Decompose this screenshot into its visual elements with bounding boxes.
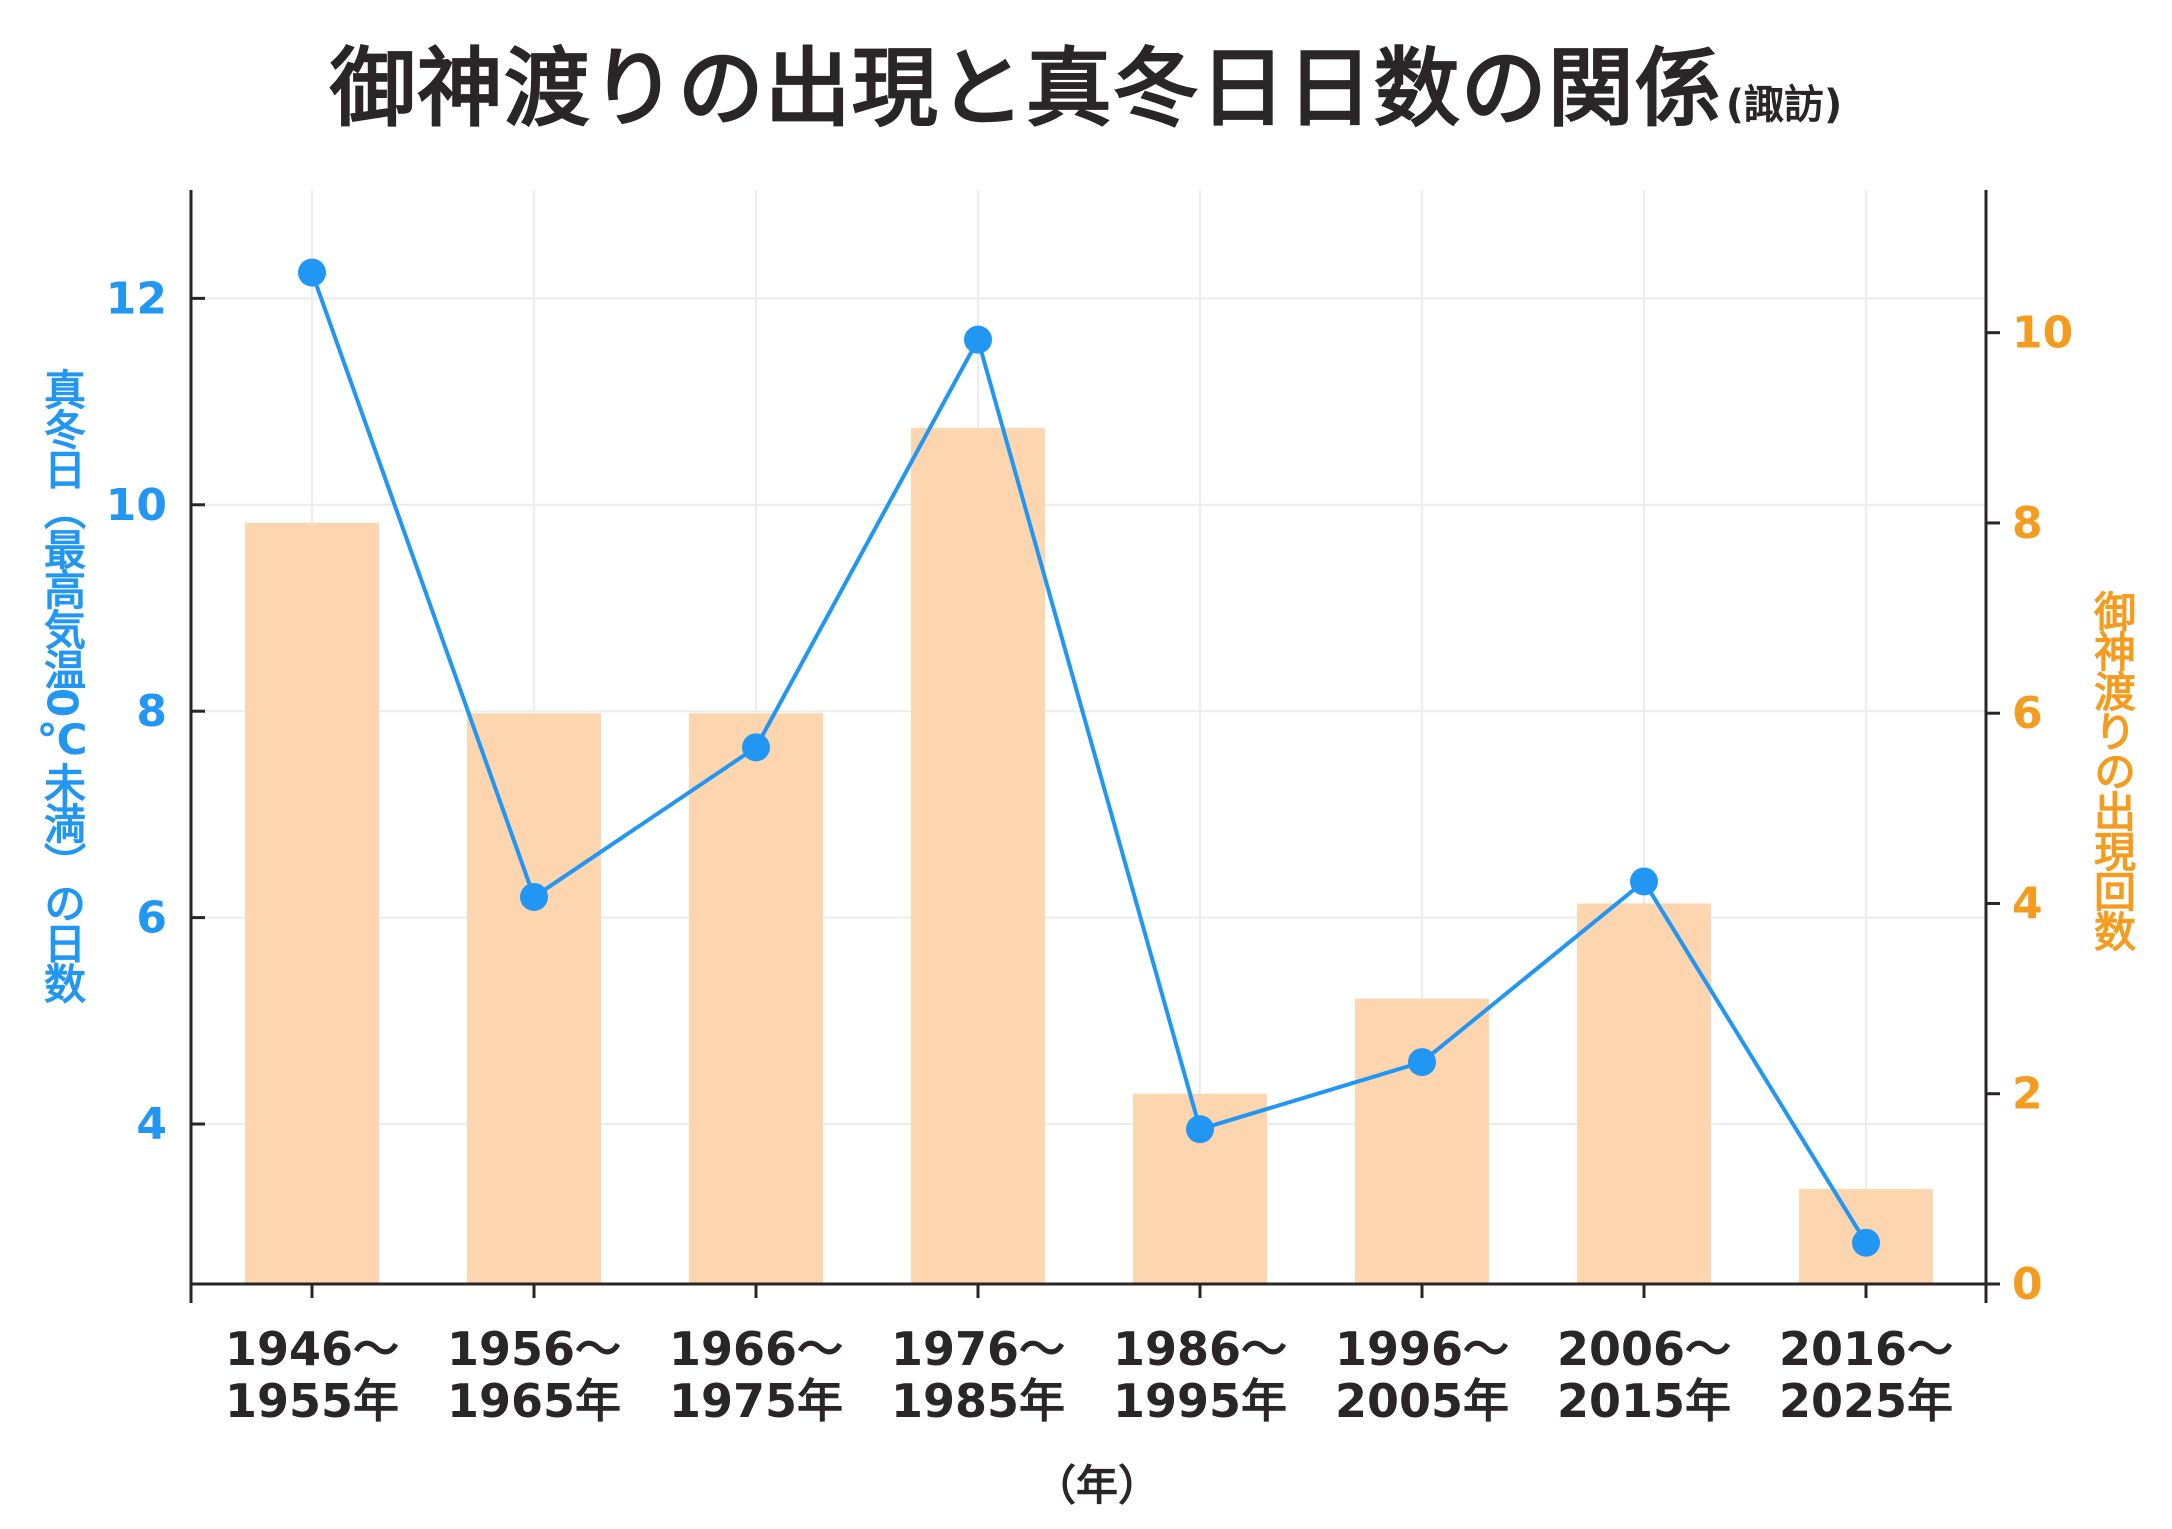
x-tick-label: 1986〜 1995年 [1113,1322,1287,1428]
tick-labels: 4 6 8 10 12 0 2 4 6 8 10 1946〜 1955年 1956〜 1965年 1966〜 1… [106,273,2073,1428]
left-tick-label: 8 [136,686,167,737]
line-point [298,258,326,287]
line-point [520,882,548,911]
line-point [964,325,992,354]
x-axis-title: （年） [1034,1461,1160,1510]
line-point [1630,867,1658,896]
bar [1355,998,1489,1284]
x-tick-label: 1946〜 1955年 [225,1322,399,1428]
x-tick-label: 1966〜 1975年 [669,1322,843,1428]
left-tick-label: 4 [136,1099,167,1150]
bar [689,713,823,1284]
line-point [1186,1115,1214,1144]
right-axis-title: 御神渡りの出現回数 [2088,590,2137,952]
left-tick-label: 10 [106,480,167,531]
line-point [1408,1048,1436,1077]
line-point [742,733,770,762]
axes [189,190,2000,1303]
x-tick-label: 1976〜 1985年 [891,1322,1065,1428]
bar-series [245,427,1933,1285]
right-tick-label: 6 [2012,688,2043,739]
bar [1577,903,1711,1284]
right-tick-label: 0 [2012,1259,2043,1310]
chart-subtitle: (諏訪) [1725,82,1843,128]
x-tick-label: 2006〜 2015年 [1557,1322,1731,1428]
left-axis-title: 真冬日（最高気温0℃未満）の日数 [38,368,87,1004]
right-tick-label: 8 [2012,498,2043,549]
right-tick-label: 10 [2012,308,2073,359]
right-tick-label: 2 [2012,1069,2043,1120]
line-point [1852,1228,1880,1257]
x-tick-label: 2016〜 2025年 [1779,1322,1953,1428]
bar [911,427,1045,1285]
chart-title-main: 御神渡りの出現と真冬日日数の関係 [329,39,1722,139]
x-tick-label: 1956〜 1965年 [447,1322,621,1428]
x-tick-label: 1996〜 2005年 [1335,1322,1509,1428]
right-tick-label: 4 [2012,878,2043,929]
chart-title: 御神渡りの出現と真冬日日数の関係 (諏訪) [0,18,2172,143]
left-tick-label: 6 [136,893,167,944]
bar [245,522,379,1284]
line-path [310,271,1868,1244]
bar [467,713,601,1284]
left-tick-label: 12 [106,273,167,324]
line-series [298,258,1880,1257]
